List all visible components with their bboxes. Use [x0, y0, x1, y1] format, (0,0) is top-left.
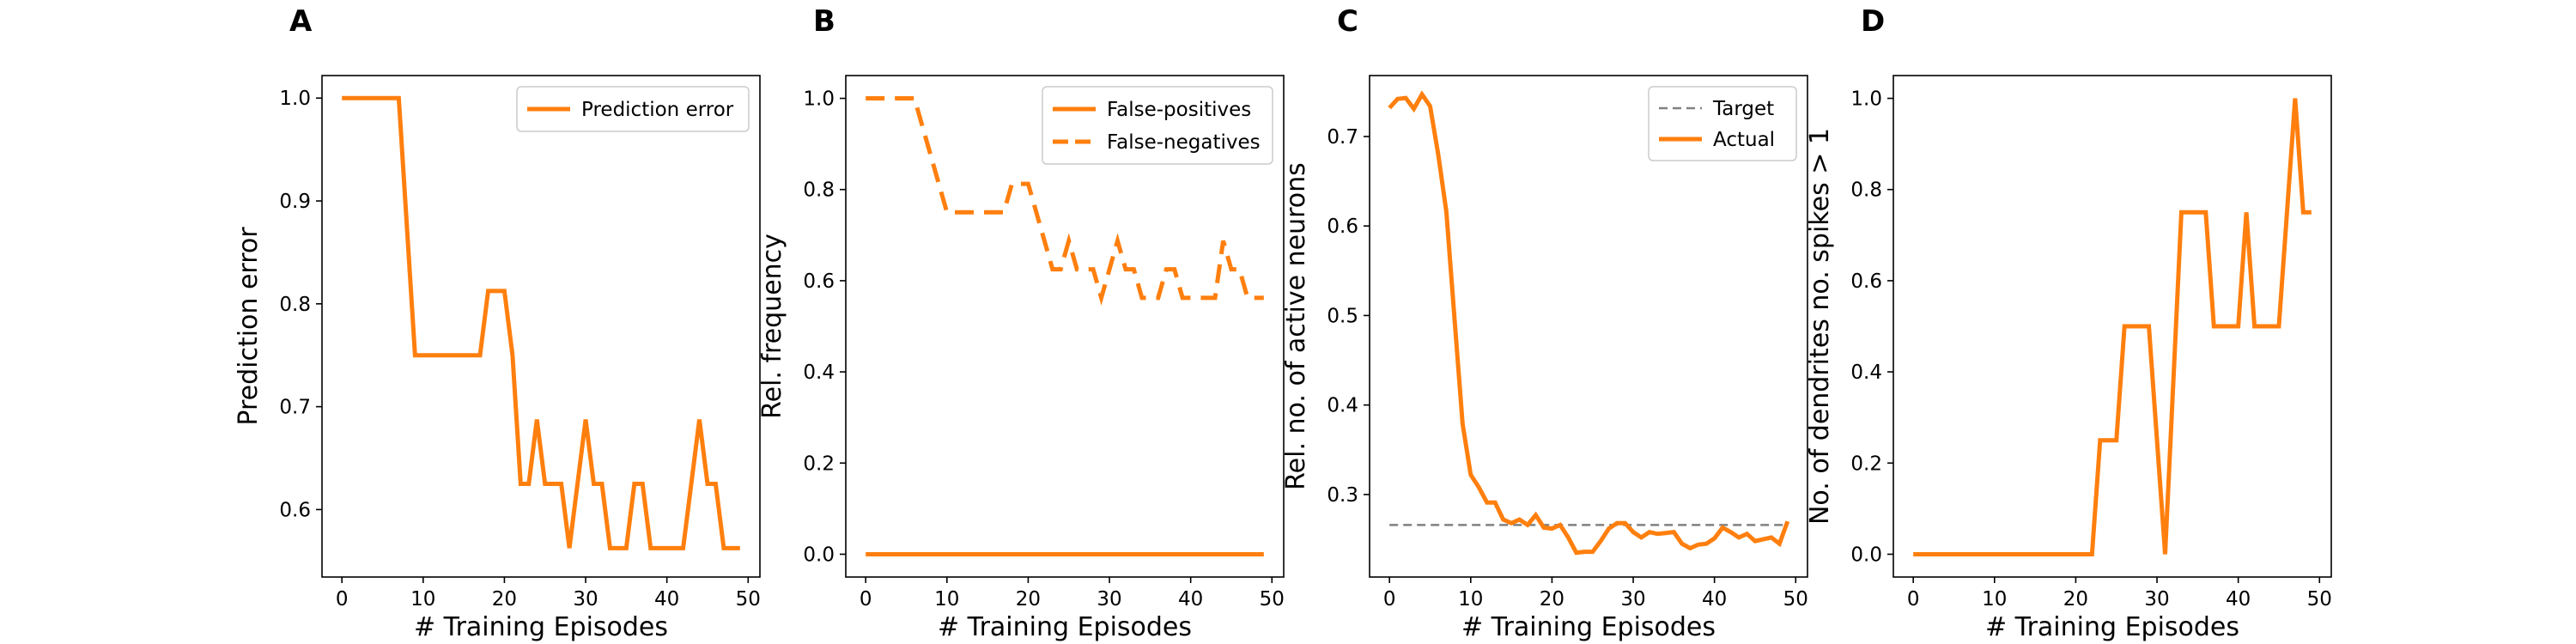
x-tick-label: 50: [1260, 588, 1285, 611]
y-tick-label: 0.0: [803, 544, 835, 566]
x-tick-label: 10: [1458, 588, 1483, 611]
y-tick-label: 0.4: [1850, 361, 1882, 384]
y-tick-label: 0.6: [1327, 216, 1358, 238]
series-line-actual: [1388, 90, 1790, 556]
axes-frame: [1893, 75, 2332, 578]
panel-letter: C: [1337, 4, 1358, 39]
y-axis-label: No. of dendrites no. spikes > 1: [1805, 128, 1835, 525]
legend: Target Actual: [1648, 86, 1797, 161]
x-tick-label: 20: [1540, 588, 1564, 611]
legend: Prediction error: [516, 86, 750, 132]
legend: False-positives False-negatives: [1042, 86, 1273, 165]
x-tick-label: 10: [410, 588, 435, 611]
y-tick-label: 0.6: [279, 499, 311, 521]
y-tick-label: 0.5: [1327, 305, 1358, 327]
x-tick-label: 40: [654, 588, 679, 611]
y-tick-label: 0.9: [279, 191, 311, 213]
panel-b: B 0 10 20 30 40 50 0.0 0.2 0.4 0.6 0.8 1.0 # Training…: [757, 4, 1285, 642]
series-line-values: [1913, 98, 2312, 556]
x-tick-label: 0: [1383, 588, 1396, 611]
y-tick-label: 0.6: [1850, 270, 1882, 293]
x-tick-label: 10: [934, 588, 959, 611]
series-line-false-negatives: [866, 96, 1264, 306]
y-tick-label: 1.0: [1850, 88, 1882, 111]
panel-letter: B: [813, 4, 835, 39]
y-tick-label: 0.2: [803, 453, 835, 475]
x-tick-label: 20: [492, 588, 517, 611]
axes-frame: [1369, 75, 1808, 578]
axes-frame: [321, 75, 761, 578]
y-tick-label: 0.2: [1850, 453, 1882, 475]
series-group: [866, 96, 1264, 556]
series-line-prediction-error: [342, 95, 740, 550]
x-axis-label: # Training Episodes: [1461, 612, 1716, 642]
panel-letter: A: [289, 4, 313, 39]
x-axis-label: # Training Episodes: [414, 612, 668, 642]
x-tick-label: 0: [1907, 588, 1920, 611]
series-group: [1913, 98, 2312, 556]
x-tick-label: 30: [1620, 588, 1645, 611]
x-tick-label: 20: [2063, 588, 2088, 611]
y-tick-label: 0.8: [803, 179, 835, 202]
panel-d: D 0 10 20 30 40 50 0.0 0.2 0.4 0.6 0.8 1.0 # Training…: [1805, 4, 2332, 642]
panel-letter: D: [1861, 4, 1885, 39]
y-tick-label: 0.7: [1327, 126, 1358, 149]
y-axis-label: Rel. frequency: [757, 234, 787, 419]
x-tick-label: 30: [1097, 588, 1121, 611]
x-tick-label: 0: [336, 588, 349, 611]
x-axis-label: # Training Episodes: [938, 612, 1192, 642]
legend-label: False-negatives: [1107, 131, 1261, 154]
legend-label: False-positives: [1107, 99, 1251, 121]
x-tick-label: 50: [2307, 588, 2332, 611]
legend-box: [1648, 86, 1797, 161]
panel-a: A 0 10 20 30 40 50 0.6 0.7 0.8 0.9 1.0 # Training Ep…: [234, 4, 761, 642]
axes-frame: [845, 75, 1285, 578]
y-tick-label: 1.0: [803, 88, 835, 111]
x-tick-label: 30: [2144, 588, 2169, 611]
x-tick-label: 30: [573, 588, 598, 611]
y-tick-label: 0.6: [803, 270, 835, 293]
y-tick-label: 0.8: [1850, 179, 1882, 202]
panel-c: C 0 10 20 30 40 50 0.3 0.4 0.5 0.6 0.7 # Training Ep…: [1281, 4, 1808, 642]
y-tick-label: 0.0: [1850, 544, 1882, 566]
x-tick-label: 10: [1982, 588, 2007, 611]
y-axis-label: Prediction error: [234, 227, 264, 426]
legend-label: Target: [1712, 98, 1774, 120]
legend-label: Actual: [1713, 129, 1775, 151]
y-tick-label: 1.0: [279, 88, 311, 110]
y-tick-label: 0.4: [1327, 395, 1358, 417]
legend-box: [1042, 86, 1273, 165]
x-tick-label: 50: [1783, 588, 1808, 611]
x-tick-label: 50: [736, 588, 761, 611]
x-tick-label: 0: [860, 588, 872, 611]
y-tick-label: 0.4: [803, 361, 835, 384]
legend-label: Prediction error: [581, 99, 734, 121]
x-axis-label: # Training Episodes: [1985, 612, 2239, 642]
y-tick-label: 0.3: [1327, 484, 1358, 507]
x-tick-label: 20: [1016, 588, 1041, 611]
y-tick-label: 0.8: [279, 294, 311, 316]
x-tick-label: 40: [1178, 588, 1203, 611]
y-axis-label: Rel. no. of active neurons: [1281, 162, 1311, 490]
series-group: [1388, 90, 1790, 556]
y-tick-label: 0.7: [279, 397, 311, 419]
x-tick-label: 40: [1702, 588, 1727, 611]
legend-box: [516, 86, 750, 132]
x-tick-label: 40: [2226, 588, 2251, 611]
series-group: [342, 95, 740, 550]
